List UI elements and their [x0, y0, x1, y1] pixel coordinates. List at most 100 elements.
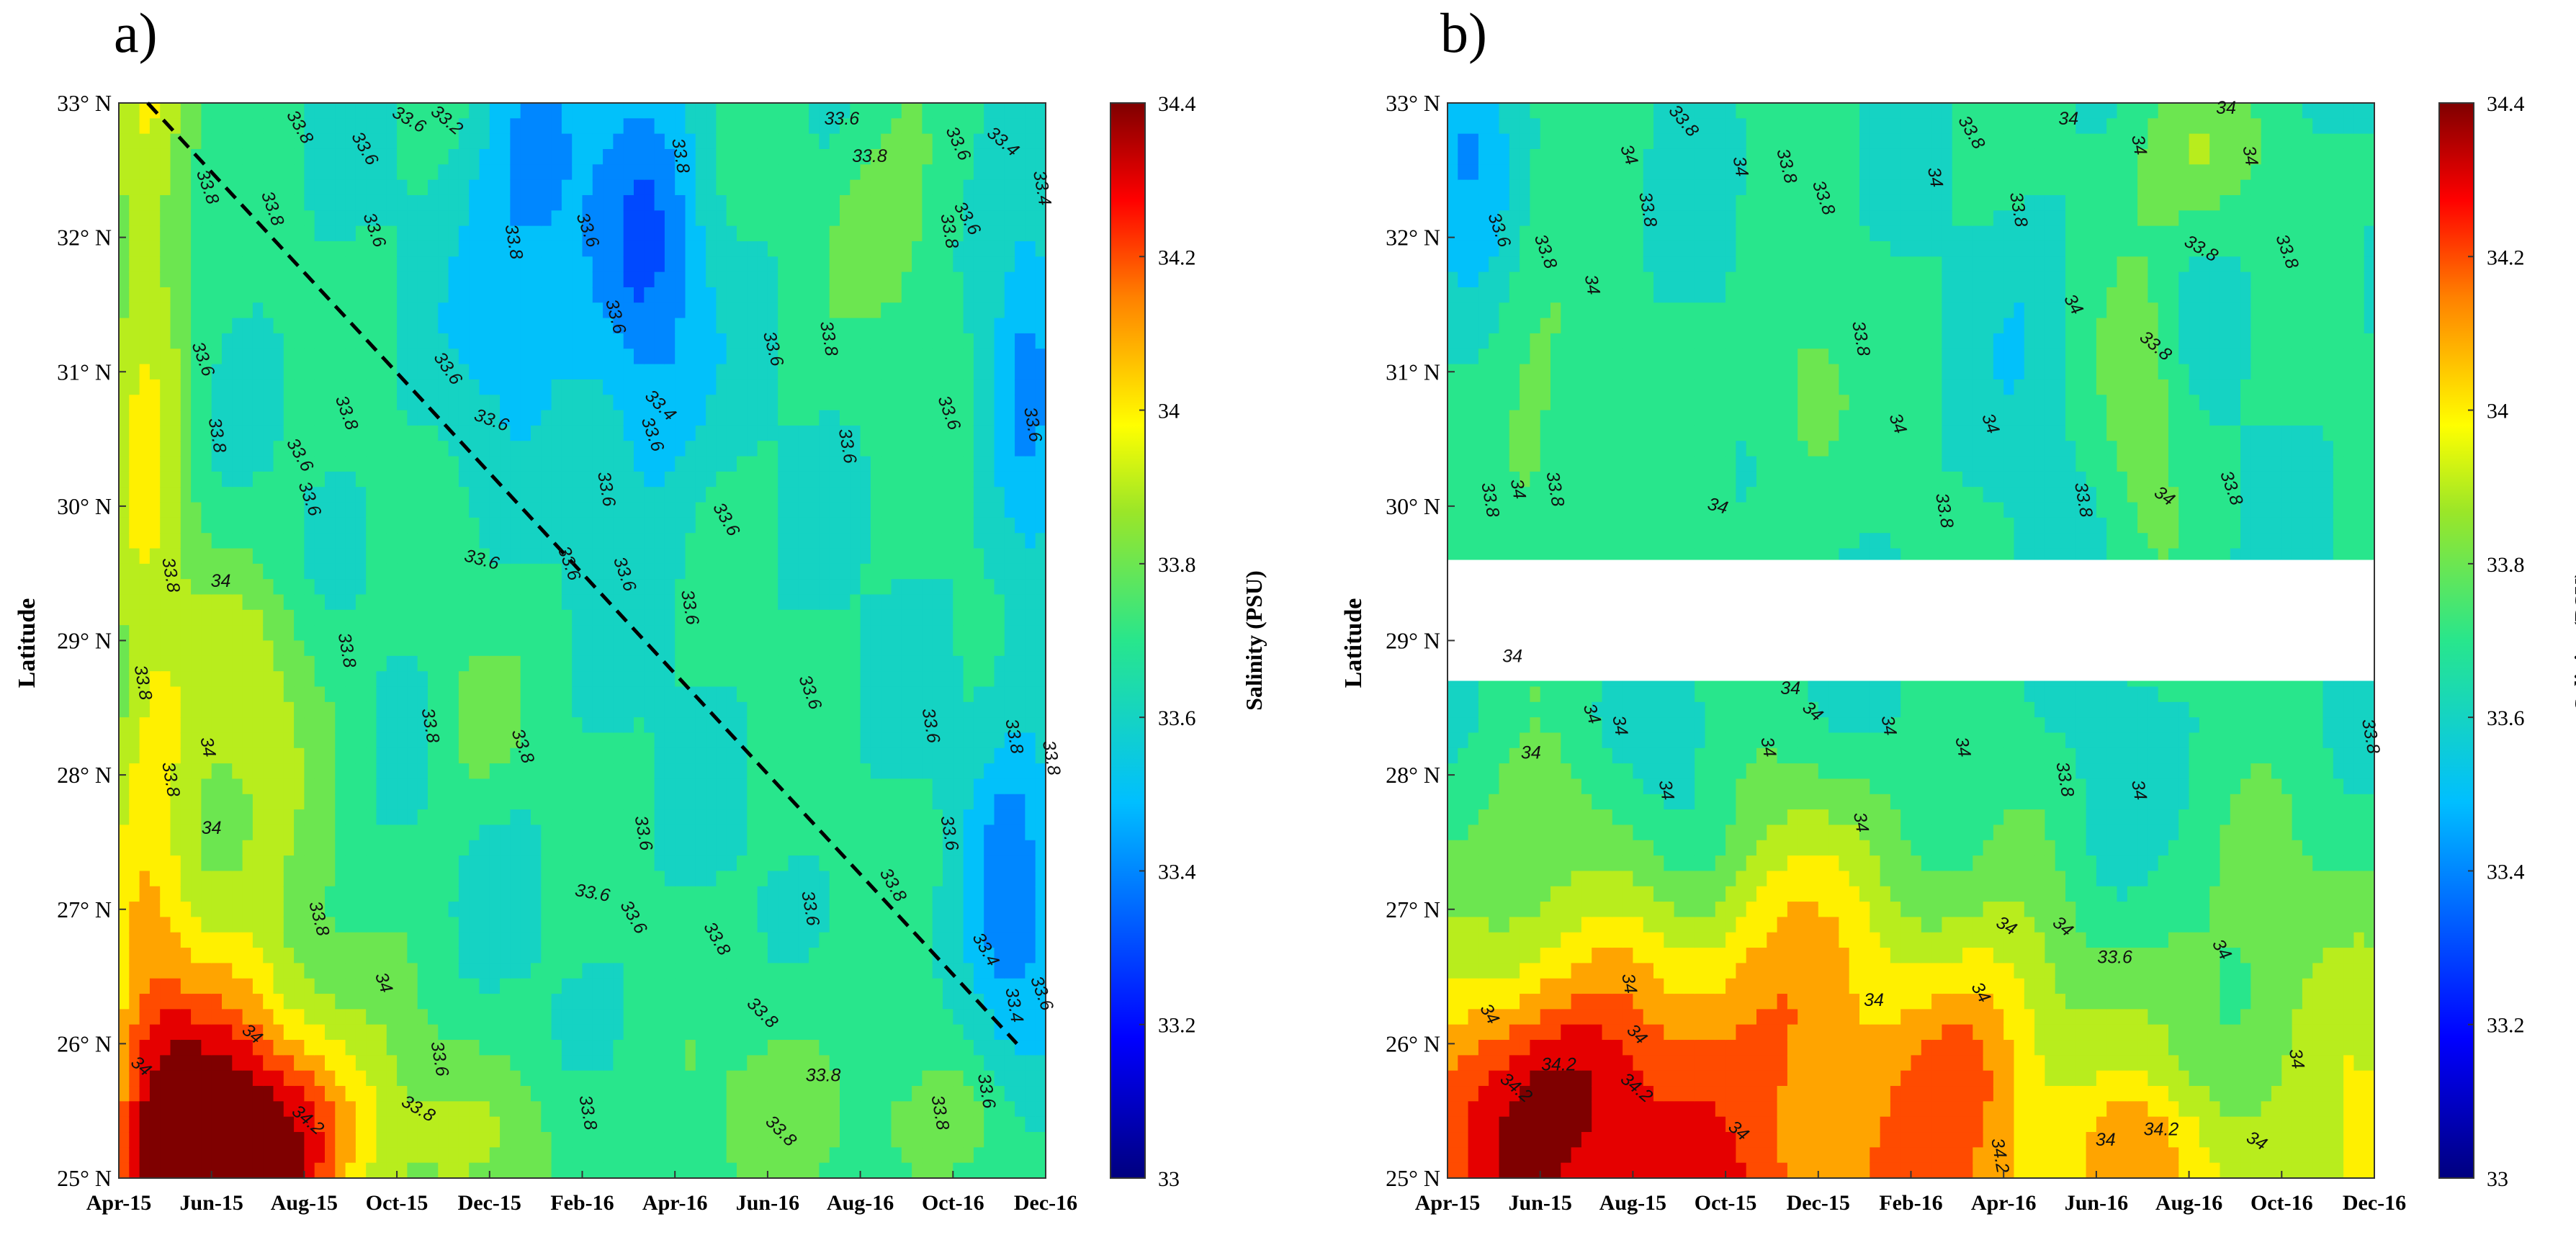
- heatmap-cell: [469, 778, 480, 795]
- heatmap-cell: [376, 563, 387, 580]
- heatmap-cell: [180, 809, 192, 826]
- heatmap-cell: [149, 963, 161, 979]
- heatmap-cell: [551, 333, 562, 350]
- heatmap-cell: [242, 579, 253, 596]
- heatmap-cell: [654, 1116, 665, 1133]
- heatmap-cell: [438, 194, 449, 212]
- heatmap-cell: [479, 103, 490, 120]
- heatmap-cell: [634, 978, 645, 994]
- heatmap-cell: [664, 625, 676, 642]
- heatmap-cell: [541, 333, 552, 350]
- heatmap-cell: [654, 194, 665, 212]
- heatmap-cell: [613, 194, 624, 212]
- heatmap-cell: [840, 241, 851, 258]
- heatmap-cell: [654, 148, 665, 166]
- heatmap-cell: [798, 855, 809, 872]
- heatmap-cell: [304, 917, 315, 933]
- heatmap-cell: [664, 963, 676, 979]
- heatmap-cell: [603, 1132, 614, 1149]
- heatmap-cell: [335, 563, 346, 580]
- heatmap-cell: [634, 517, 645, 534]
- heatmap-cell: [531, 210, 542, 227]
- heatmap-cell: [603, 379, 614, 396]
- heatmap-cell: [417, 978, 428, 994]
- heatmap-cell: [283, 886, 295, 902]
- heatmap-cell: [335, 871, 346, 887]
- heatmap-cell: [469, 963, 480, 979]
- heatmap-cell: [417, 948, 428, 964]
- heatmap-cell: [541, 1116, 552, 1133]
- heatmap-cell: [263, 825, 274, 841]
- heatmap-cell: [592, 1040, 603, 1056]
- heatmap-cell: [623, 194, 634, 212]
- heatmap-cell: [469, 794, 480, 811]
- heatmap-cell: [129, 563, 140, 580]
- heatmap-cell: [325, 333, 336, 350]
- heatmap-cell: [129, 487, 140, 503]
- heatmap-cell: [458, 932, 470, 948]
- heatmap-cell: [757, 148, 768, 166]
- heatmap-cell: [757, 855, 768, 872]
- heatmap-cell: [489, 103, 501, 120]
- heatmap-cell: [417, 1040, 428, 1056]
- heatmap-cell: [592, 671, 603, 688]
- heatmap-cell: [325, 932, 336, 948]
- heatmap-cell: [675, 1024, 686, 1041]
- heatmap-cell: [798, 948, 809, 964]
- heatmap-cell: [345, 1009, 356, 1025]
- heatmap-cell: [531, 671, 542, 688]
- heatmap-cell: [263, 625, 274, 642]
- heatmap-cell: [283, 271, 295, 288]
- heatmap-cell: [664, 425, 676, 442]
- heatmap-cell: [438, 625, 449, 642]
- heatmap-cell: [829, 425, 840, 442]
- heatmap-cell: [737, 978, 748, 994]
- heatmap-cell: [345, 164, 356, 181]
- heatmap-cell: [572, 425, 583, 442]
- heatmap-cell: [222, 118, 233, 135]
- heatmap-cell: [500, 333, 511, 350]
- heatmap-cell: [675, 871, 686, 887]
- heatmap-cell: [252, 1162, 264, 1179]
- heatmap-cell: [232, 148, 243, 166]
- heatmap-cell: [531, 333, 542, 350]
- heatmap-cell: [747, 148, 758, 166]
- heatmap-cell: [376, 164, 387, 181]
- heatmap-cell: [160, 179, 171, 196]
- heatmap-cell: [592, 840, 603, 856]
- heatmap-cell: [572, 978, 583, 994]
- heatmap-cell: [397, 210, 408, 227]
- heatmap-cell: [634, 318, 645, 334]
- heatmap-cell: [788, 1132, 799, 1149]
- heatmap-cell: [695, 1132, 706, 1149]
- heatmap-cell: [778, 932, 789, 948]
- heatmap-cell: [222, 1116, 233, 1133]
- heatmap-cell: [273, 963, 284, 979]
- heatmap-cell: [242, 133, 253, 150]
- heatmap-cell: [458, 1070, 470, 1087]
- heatmap-cell: [716, 456, 727, 472]
- heatmap-cell: [634, 256, 645, 273]
- heatmap-cell: [428, 917, 439, 933]
- heatmap-cell: [355, 732, 367, 749]
- heatmap-cell: [469, 594, 480, 611]
- heatmap-cell: [778, 318, 789, 334]
- heatmap-cell: [252, 225, 264, 242]
- heatmap-cell: [252, 701, 264, 719]
- heatmap-cell: [798, 717, 809, 734]
- heatmap-cell: [191, 364, 202, 380]
- heatmap-cell: [242, 517, 253, 534]
- heatmap-cell: [376, 886, 387, 902]
- heatmap-cell: [170, 994, 181, 1010]
- heatmap-cell: [438, 917, 449, 933]
- heatmap-cell: [623, 840, 634, 856]
- heatmap-cell: [273, 441, 284, 457]
- heatmap-cell: [685, 994, 696, 1010]
- heatmap-cell: [840, 118, 851, 135]
- heatmap-cell: [798, 794, 809, 811]
- heatmap-cell: [170, 517, 181, 534]
- heatmap-cell: [788, 932, 799, 948]
- heatmap-cell: [355, 609, 367, 626]
- heatmap-cell: [438, 594, 449, 611]
- heatmap-cell: [355, 333, 367, 350]
